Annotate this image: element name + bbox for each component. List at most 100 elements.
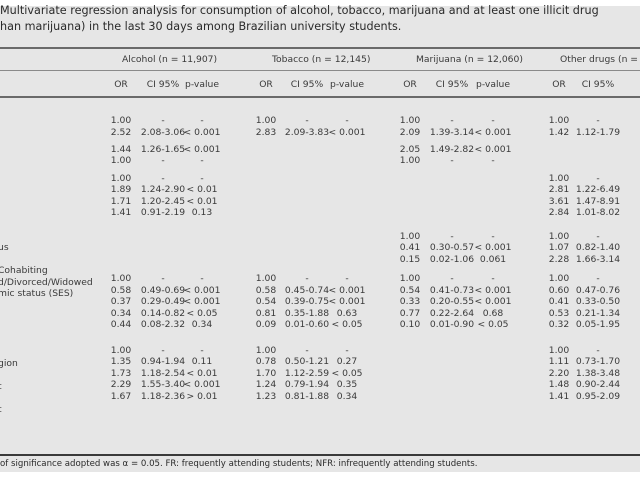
cell-ci: 2.09-3.83: [284, 126, 330, 138]
cell-ci: -: [596, 172, 600, 184]
cell-ci: 0.22-2.64: [429, 307, 475, 319]
row-label: us: [0, 242, 9, 254]
cell-p: 0.35: [336, 379, 358, 391]
cell-or: 0.44: [110, 319, 132, 331]
cell-ci: 0.20-0.55: [429, 296, 475, 308]
table-footnote: of significance adopted was α = 0.05. FR…: [0, 459, 478, 469]
cell-ci: -: [305, 273, 309, 285]
cell-ci: 0.08-2.32: [140, 319, 186, 331]
cell-or: 1.11: [548, 356, 570, 368]
cell-or: 1.00: [548, 230, 570, 242]
cell-or: 1.89: [110, 184, 132, 196]
cell-or: 0.58: [110, 284, 132, 296]
row-label: gion: [0, 357, 18, 369]
header-rule: [0, 96, 640, 98]
cell-p: -: [200, 273, 204, 285]
cell-ci: 0.33-0.50: [575, 296, 621, 308]
cell-or: 3.61: [548, 195, 570, 207]
row-label: t: [0, 381, 2, 392]
cell-or: 1.70: [255, 367, 277, 379]
row-label: Cohabiting: [0, 265, 48, 277]
cell-p: < 0.05: [186, 307, 218, 319]
cell-p: 0.63: [336, 307, 358, 319]
cell-or: 2.05: [399, 143, 421, 155]
cell-ci: 1.12-1.79: [575, 126, 621, 138]
cell-p: 0.061: [479, 253, 507, 265]
cell-or: 1.00: [255, 273, 277, 285]
cell-or: 1.00: [399, 115, 421, 126]
bottom-rule: [0, 454, 640, 456]
cell-p: -: [491, 230, 495, 242]
cell-ci: -: [450, 155, 454, 167]
cell-ci: 1.22-6.49: [575, 184, 621, 196]
cell-or: 0.32: [548, 319, 570, 331]
row-label: mic status (SES): [0, 288, 74, 300]
cell-p: -: [491, 155, 495, 167]
cell-or: 0.54: [399, 284, 421, 296]
cell-or: 1.67: [110, 391, 132, 403]
cell-ci: -: [161, 155, 165, 167]
group-header-alcohol: Alcohol (n = 11,907): [122, 54, 218, 65]
cell-p: -: [200, 115, 204, 126]
cell-or: 2.29: [110, 379, 132, 391]
cell-ci: 0.50-1.21: [284, 356, 330, 368]
cell-or: 1.48: [548, 379, 570, 391]
cell-ci: -: [161, 172, 165, 184]
cell-or: 0.77: [399, 307, 421, 319]
cell-or: 1.71: [110, 195, 132, 207]
cell-or: 2.28: [548, 253, 570, 265]
group-header-marijuana: Marijuana (n = 12,060): [416, 54, 523, 65]
cell-ci: 1.47-8.91: [575, 195, 621, 207]
cell-or: 1.41: [548, 391, 570, 403]
column-header-ci: CI 95%: [435, 79, 469, 90]
caption-line-1: Multivariate regression analysis for con…: [0, 4, 599, 17]
column-header-p: p-value: [330, 79, 364, 90]
cell-ci: 1.20-2.45: [140, 195, 186, 207]
cell-ci: 0.49-0.69: [140, 284, 186, 296]
cell-or: 1.00: [255, 344, 277, 356]
cell-or: 1.73: [110, 367, 132, 379]
cell-or: 1.00: [255, 115, 277, 126]
cell-ci: -: [596, 115, 600, 126]
cell-p: 0.27: [336, 356, 358, 368]
column-header-ci: CI 95%: [146, 79, 180, 90]
cell-or: 1.00: [110, 344, 132, 356]
cell-or: 1.00: [399, 155, 421, 167]
cell-or: 1.00: [110, 115, 132, 126]
cell-p: < 0.001: [474, 284, 512, 296]
cell-p: > 0.01: [186, 391, 218, 403]
cell-ci: 0.90-2.44: [575, 379, 621, 391]
cell-p: < 0.001: [183, 379, 221, 391]
group-rule: [0, 70, 640, 71]
column-header-p: p-value: [185, 79, 219, 90]
cell-or: 1.00: [399, 273, 421, 285]
cell-p: -: [345, 115, 349, 126]
cell-ci: 1.66-3.14: [575, 253, 621, 265]
cell-or: 0.81: [255, 307, 277, 319]
column-header-p: p-value: [476, 79, 510, 90]
top-margin: [0, 0, 640, 6]
cell-ci: 0.45-0.74: [284, 284, 330, 296]
caption-line-2: han marijuana) in the last 30 days among…: [0, 20, 402, 33]
cell-ci: -: [161, 344, 165, 356]
cell-or: 0.34: [110, 307, 132, 319]
group-header-tobacco: Tobacco (n = 12,145): [272, 54, 371, 65]
cell-or: 1.42: [548, 126, 570, 138]
cell-ci: 0.21-1.34: [575, 307, 621, 319]
row-label: d/Divorced/Widowed: [0, 276, 93, 288]
cell-or: 1.07: [548, 242, 570, 254]
cell-ci: 2.08-3.06: [140, 126, 186, 138]
cell-ci: 0.41-0.73: [429, 284, 475, 296]
cell-p: < 0.05: [477, 319, 509, 331]
cell-p: 0.13: [191, 207, 213, 219]
cell-ci: 0.82-1.40: [575, 242, 621, 254]
cell-or: 1.41: [110, 207, 132, 219]
cell-p: < 0.001: [474, 143, 512, 155]
cell-ci: -: [596, 230, 600, 242]
cell-ci: 1.38-3.48: [575, 367, 621, 379]
cell-p: -: [345, 273, 349, 285]
cell-or: 1.00: [110, 172, 132, 184]
column-header-ci: CI 95%: [290, 79, 324, 90]
cell-ci: 1.01-8.02: [575, 207, 621, 219]
cell-ci: 0.35-1.88: [284, 307, 330, 319]
